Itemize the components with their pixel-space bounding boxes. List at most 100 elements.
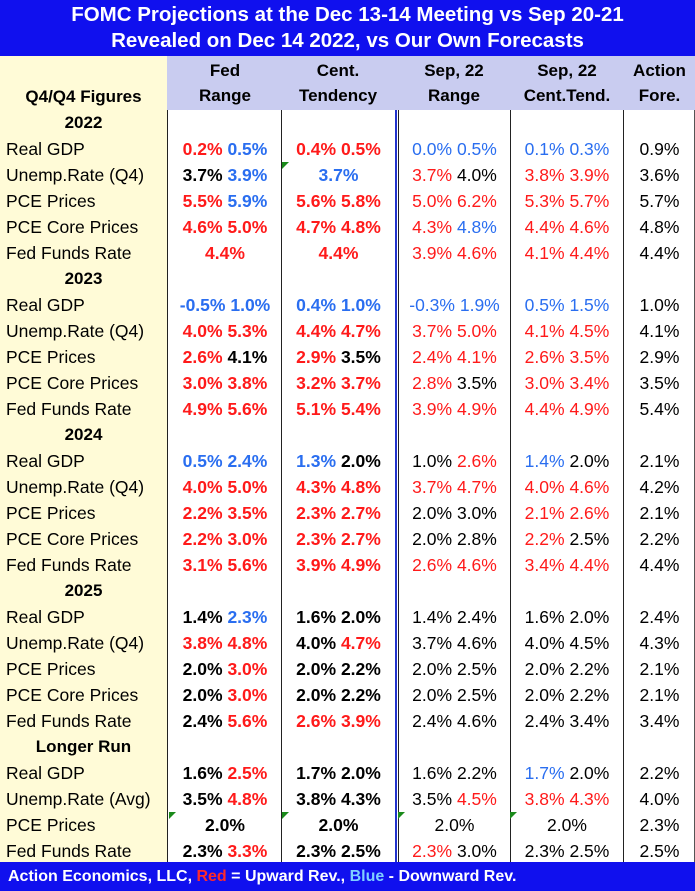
sc-cell: 1.7% 2.0% (511, 760, 623, 786)
header-line: Range (199, 86, 251, 105)
fed-cell: 2.2% 3.0% (170, 526, 280, 552)
row-label: Unemp.Rate (Q4) (6, 321, 145, 341)
cell-value: 1.4% (524, 451, 565, 471)
sc-cell: 1.6% 2.0% (511, 604, 623, 630)
cell-value: 4.9% (340, 555, 381, 575)
cell-value: 4.8% (227, 789, 268, 809)
cell-value: 1.0% (230, 295, 271, 315)
cell-value: 3.7% (318, 165, 359, 185)
cell-value: 4.7% (340, 633, 381, 653)
cell-value: -0.5% (179, 295, 226, 315)
sc-cell: 4.4% 4.9% (511, 396, 623, 422)
sr-cell: 2.4% 4.6% (399, 708, 510, 734)
cell-value: 1.7% (296, 763, 337, 783)
sc-cell: 4.4% 4.6% (511, 214, 623, 240)
table-row: PCE Prices 5.5% 5.9% 5.6% 5.8% 5.0% 6.2% 5.3… (0, 188, 695, 214)
ct-cell: 0.4% 1.0% (283, 292, 394, 318)
sc-cell: 0.5% 1.5% (511, 292, 623, 318)
cell-comment-marker (169, 812, 176, 819)
ct-cell: 2.0% 2.2% (283, 656, 394, 682)
cell-value: 2.2% (340, 685, 381, 705)
cell-value: 0.2% (182, 139, 223, 159)
section-label: 2024 (64, 425, 103, 444)
cell-value: 3.7% (340, 373, 381, 393)
action-forecast-cell: 2.4% (639, 607, 680, 627)
cell-value: 2.0% (524, 659, 565, 679)
row-label: Unemp.Rate (Q4) (6, 165, 145, 185)
table-row: Real GDP 1.4% 2.3% 1.6% 2.0% 1.4% 2.4% 1.6% … (0, 604, 695, 630)
row-label: Real GDP (6, 139, 85, 159)
cell-value: 4.8% (227, 633, 268, 653)
action-forecast-cell: 3.5% (639, 373, 680, 393)
cell-value: 4.6% (456, 243, 497, 263)
cell-value: 3.7% (412, 477, 453, 497)
cell-value: 0.4% (296, 139, 337, 159)
cell-value: 4.9% (456, 399, 497, 419)
cell-value: 2.8% (456, 529, 497, 549)
header-line: Fore. (638, 86, 681, 105)
cell-value: 3.9% (412, 243, 453, 263)
cell-value: 1.9% (459, 295, 500, 315)
cell-value: 0.5% (182, 451, 223, 471)
cell-value: 3.5% (569, 347, 610, 367)
ct-cell: 3.2% 3.7% (283, 370, 394, 396)
cell-value: 2.5% (456, 685, 497, 705)
cell-value: 4.9% (182, 399, 223, 419)
cell-value: 3.7% (412, 165, 453, 185)
cell-value: 3.4% (524, 555, 565, 575)
action-forecast-cell: 4.4% (639, 243, 680, 263)
cell-value: 3.4% (569, 711, 610, 731)
cell-value: 0.5% (340, 139, 381, 159)
cell-value: 1.6% (412, 763, 453, 783)
fed-cell: 2.0% 3.0% (170, 656, 280, 682)
table-row: Unemp.Rate (Q4) 3.8% 4.8% 4.0% 4.7% 3.7% 4.… (0, 630, 695, 656)
cell-value: 3.9% (227, 165, 268, 185)
cell-value: 4.9% (569, 399, 610, 419)
cell-value: 2.0% (340, 763, 381, 783)
sc-cell: 3.4% 4.4% (511, 552, 623, 578)
cell-value: 5.3% (227, 321, 268, 341)
cell-value: 3.9% (296, 555, 337, 575)
cell-value: 2.5% (340, 841, 381, 861)
table-row: Fed Funds Rate 4.4% 4.4% 3.9% 4.6% 4.1% 4.4%… (0, 240, 695, 266)
cell-value: 5.8% (340, 191, 381, 211)
ct-cell: 2.0% (283, 812, 394, 838)
cell-value: 2.6% (524, 347, 565, 367)
fed-cell: 3.1% 5.6% (170, 552, 280, 578)
header-line: Range (428, 86, 480, 105)
cell-value: 4.0% (524, 633, 565, 653)
cell-value: 2.6% (182, 347, 223, 367)
sr-cell: 1.6% 2.2% (399, 760, 510, 786)
row-label: PCE Core Prices (6, 373, 139, 393)
cell-value: 4.0% (456, 165, 497, 185)
fed-cell: 4.0% 5.0% (170, 474, 280, 500)
cell-value: 3.5% (227, 503, 268, 523)
header-line: Sep, 22 (424, 61, 484, 80)
table-row: Unemp.Rate (Q4) 4.0% 5.3% 4.4% 4.7% 3.7% 5.… (0, 318, 695, 344)
sc-cell: 0.1% 0.3% (511, 136, 623, 162)
sr-cell: 2.4% 4.1% (399, 344, 510, 370)
fed-cell: 2.0% (170, 812, 280, 838)
cell-value: 2.3% (227, 607, 268, 627)
table-row: Fed Funds Rate 3.1% 5.6% 3.9% 4.9% 2.6% 4.6… (0, 552, 695, 578)
title-line-1: FOMC Projections at the Dec 13-14 Meetin… (71, 3, 624, 26)
header-line: Sep, 22 (537, 61, 597, 80)
sc-cell: 1.4% 2.0% (511, 448, 623, 474)
cell-value: 3.9% (569, 165, 610, 185)
cell-value: 2.9% (296, 347, 337, 367)
cell-value: 2.2% (182, 503, 223, 523)
table-row: Fed Funds Rate 2.4% 5.6% 2.6% 3.9% 2.4% 4.6… (0, 708, 695, 734)
action-forecast-cell: 1.0% (639, 295, 680, 315)
cell-value: 2.4% (182, 711, 223, 731)
row-label: Real GDP (6, 763, 85, 783)
fed-cell: 3.8% 4.8% (170, 630, 280, 656)
action-forecast-cell: 4.2% (639, 477, 680, 497)
cell-value: 2.0% (318, 815, 359, 835)
table-row: Real GDP -0.5% 1.0% 0.4% 1.0% -0.3% 1.9% 0.5… (0, 292, 695, 318)
row-label: PCE Prices (6, 815, 96, 835)
cell-value: 3.0% (456, 503, 497, 523)
cell-value: 1.4% (412, 607, 453, 627)
cell-value: 2.3% (524, 841, 565, 861)
row-label: Real GDP (6, 451, 85, 471)
row-label: Fed Funds Rate (6, 555, 132, 575)
